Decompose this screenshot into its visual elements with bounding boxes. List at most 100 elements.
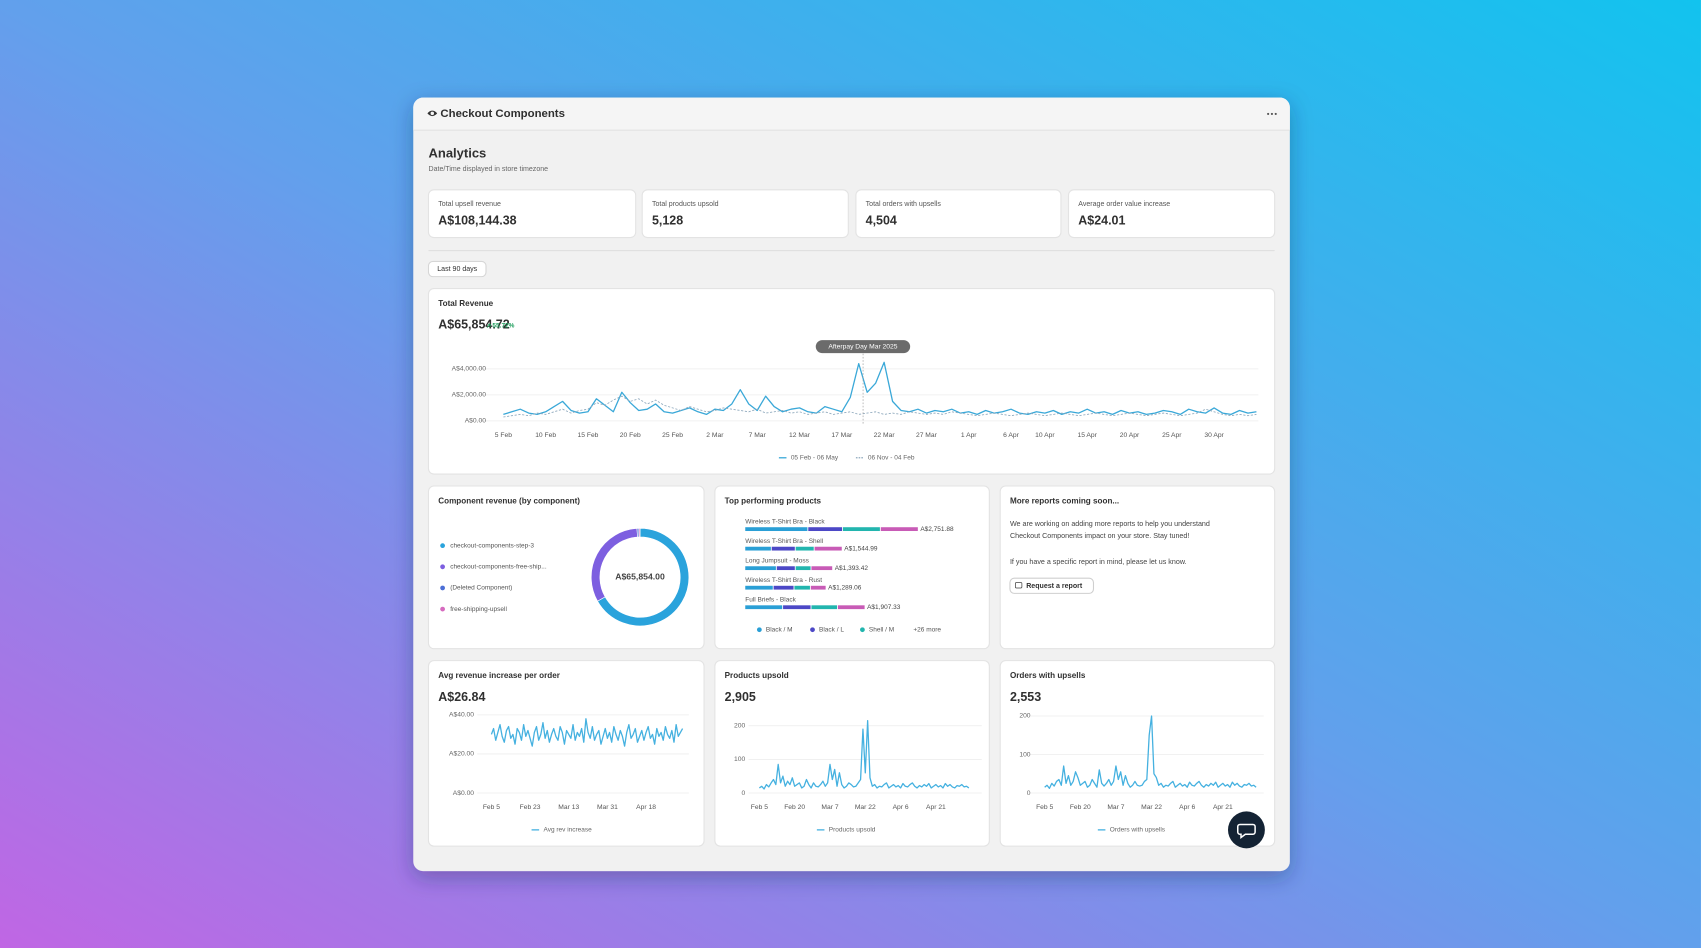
card-text: If you have a specific report in mind, p… — [1010, 558, 1187, 566]
x-tick-label: Apr 6 — [893, 804, 909, 811]
legend-dot — [810, 627, 815, 633]
y-tick-label: 100 — [1019, 751, 1030, 758]
x-tick-label: Feb 23 — [520, 804, 541, 811]
bar-segment — [811, 605, 838, 610]
card — [427, 288, 1276, 475]
chart-title: Component revenue (by component) — [438, 496, 580, 505]
chart-title: Orders with upsells — [1010, 671, 1086, 680]
legend-dot — [860, 627, 865, 633]
y-tick-label: A$4,000.00 — [452, 366, 487, 373]
bar-segment — [745, 546, 771, 551]
title-bar — [413, 97, 1290, 131]
report-button-label[interactable]: Request a report — [1026, 583, 1083, 590]
card — [641, 189, 849, 239]
card — [427, 485, 705, 650]
chart-title: Avg revenue increase per order — [438, 671, 560, 680]
legend-label: checkout-components-free-ship... — [450, 564, 547, 571]
bar-value-label: A$1,289.06 — [828, 585, 862, 592]
x-tick-label: Mar 7 — [821, 804, 838, 811]
x-tick-label: Mar 22 — [1141, 804, 1162, 811]
x-tick-label: 15 Feb — [578, 432, 599, 439]
y-tick-label: 100 — [734, 756, 745, 763]
bar-segment — [795, 566, 811, 571]
x-tick-label: 27 Mar — [916, 432, 938, 439]
legend-label: free-shipping-upsell — [450, 606, 507, 613]
legend-label: (Deleted Component) — [450, 585, 512, 592]
x-tick-label: Apr 21 — [1213, 804, 1233, 811]
stat-label: Average order value increase — [1078, 201, 1170, 208]
y-tick-label: 0 — [742, 790, 746, 797]
bar-segment — [783, 605, 811, 610]
bar-category-label: Full Briefs - Black — [745, 597, 796, 604]
x-tick-label: 10 Feb — [535, 432, 556, 439]
bar-segment — [776, 566, 795, 571]
bar-category-label: Wireless T-Shirt Bra - Black — [745, 519, 825, 526]
chat-button[interactable] — [1227, 811, 1265, 849]
bar-segment — [795, 546, 814, 551]
bar-category-label: Long Jumpsuit - Moss — [745, 558, 809, 565]
app-icon-pupil — [430, 111, 435, 116]
change-value: 55.72% — [492, 323, 514, 330]
legend-label: 06 Nov - 04 Feb — [868, 455, 915, 462]
stat-value: 4,504 — [866, 214, 897, 228]
bar-value-label: A$1,544.99 — [844, 546, 878, 553]
x-tick-label: 20 Feb — [620, 432, 641, 439]
date-filter[interactable] — [427, 260, 487, 278]
bar-segment — [811, 566, 833, 571]
card — [427, 660, 705, 847]
chat-icon[interactable] — [1236, 823, 1256, 839]
card — [999, 485, 1276, 650]
x-tick-label: Apr 6 — [1179, 804, 1195, 811]
x-tick-label: Mar 31 — [597, 804, 618, 811]
x-tick-label: Mar 22 — [855, 804, 876, 811]
x-tick-label: 25 Feb — [662, 432, 683, 439]
legend-label: Black / L — [819, 626, 844, 633]
report-button-icon[interactable] — [1014, 582, 1023, 589]
legend-label: +26 more — [913, 626, 941, 633]
legend-label: Shell / M — [869, 626, 894, 633]
x-tick-label: Mar 7 — [1107, 804, 1124, 811]
report-button[interactable] — [1009, 577, 1095, 594]
x-tick-label: Feb 5 — [1036, 804, 1053, 811]
chart-headline: 2,553 — [1010, 690, 1041, 704]
stat-value: 5,128 — [652, 214, 683, 228]
series-line — [758, 720, 970, 790]
bar-segment — [880, 527, 918, 532]
y-tick-label: A$40.00 — [449, 712, 474, 719]
donut-center-label: A$65,854.00 — [615, 571, 665, 581]
annotation-label: Afterpay Day Mar 2025 — [828, 344, 897, 351]
stat-label: Total products upsold — [652, 201, 719, 208]
x-tick-label: 1 Apr — [961, 432, 977, 439]
chart-headline: 2,905 — [725, 690, 756, 704]
bar-segment — [745, 566, 776, 571]
legend-dot — [756, 627, 762, 633]
legend-label: checkout-components-step-3 — [450, 542, 534, 549]
bar-segment — [814, 546, 842, 551]
bar-segment — [771, 546, 795, 551]
page-subtitle: Date/Time displayed in store timezone — [428, 166, 548, 173]
chart-title: Products upsold — [725, 671, 789, 680]
stat-label: Total upsell revenue — [438, 201, 501, 208]
legend-dot — [440, 564, 445, 570]
x-tick-label: 2 Mar — [706, 432, 724, 439]
change-arrow — [486, 323, 491, 328]
date-filter-label[interactable]: Last 90 days — [437, 266, 477, 273]
legend-dot — [440, 543, 445, 549]
x-tick-label: 20 Apr — [1120, 432, 1140, 439]
chart-headline: A$26.84 — [438, 690, 485, 704]
y-tick-label: A$0.00 — [453, 790, 475, 797]
donut-segment — [638, 527, 641, 538]
more-menu[interactable] — [1267, 112, 1277, 115]
card-text: We are working on adding more reports to… — [1010, 520, 1210, 528]
bar-category-label: Wireless T-Shirt Bra - Shell — [745, 538, 823, 545]
y-tick-label: 200 — [1019, 713, 1030, 720]
bar-segment — [810, 585, 826, 590]
y-tick-label: 200 — [734, 723, 745, 730]
card — [999, 660, 1276, 847]
legend-label: Black / M — [766, 626, 793, 633]
stat-label: Total orders with upsells — [866, 201, 942, 208]
x-tick-label: 6 Apr — [1003, 432, 1019, 439]
